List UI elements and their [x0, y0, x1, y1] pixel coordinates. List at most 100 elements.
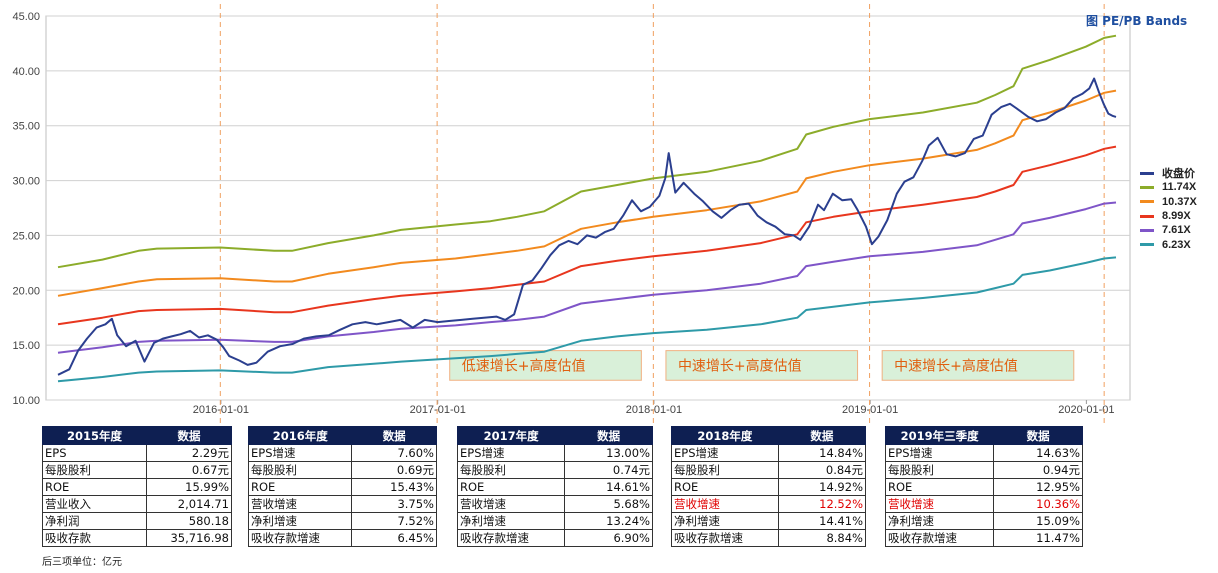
metric-value: 12.52%: [777, 495, 867, 513]
table-row: 每股股利 0.67元: [42, 461, 233, 479]
financial-table: 2015年度 数据 EPS 2.29元 每股股利 0.67元 ROE 15.99% 营业收入 2,…: [42, 426, 233, 547]
legend-item: 8.99X: [1140, 209, 1197, 223]
metric-label: EPS增速: [884, 444, 995, 462]
metric-value: 0.84元: [777, 461, 867, 479]
metric-label: 吸收存款: [42, 529, 147, 547]
table-row: 营收增速 5.68%: [456, 495, 653, 513]
metric-label: 营收增速: [671, 495, 779, 513]
metric-value: 8.84%: [777, 529, 867, 547]
financial-table: 2019年三季度 数据 EPS增速 14.63% 每股股利 0.94元 ROE 12.95% 营…: [884, 426, 1083, 547]
metric-value: 15.09%: [993, 512, 1083, 530]
y-tick-label: 45.00: [12, 11, 40, 23]
legend-swatch: [1140, 228, 1154, 232]
metric-label: 净利增速: [456, 512, 566, 530]
annotation-label: 低速增长+高度估值: [462, 357, 586, 374]
metric-label: ROE: [42, 478, 147, 496]
legend-label: 8.99X: [1162, 210, 1191, 223]
x-tick-label: 2016-01-01: [193, 404, 249, 416]
legend-item: 收盘价: [1140, 166, 1197, 180]
table-row: 净利润 580.18: [42, 512, 233, 530]
metric-value: 6.90%: [564, 529, 653, 547]
x-tick-label: 2017-01-01: [410, 404, 466, 416]
y-tick-label: 20.00: [12, 285, 40, 297]
legend-label: 6.23X: [1162, 238, 1191, 251]
metric-value: 12.95%: [993, 478, 1083, 496]
table-row: 净利增速 13.24%: [456, 512, 653, 530]
legend-label: 7.61X: [1162, 224, 1191, 237]
metric-label: EPS: [42, 444, 147, 462]
series-line: [57, 34, 1117, 269]
metric-label: 每股股利: [42, 461, 147, 479]
metric-value: 2.29元: [145, 444, 233, 462]
legend-swatch: [1140, 200, 1154, 204]
metric-label: 净利增速: [671, 512, 779, 530]
metric-value: 14.92%: [777, 478, 867, 496]
metric-label: 吸收存款增速: [671, 529, 779, 547]
legend-swatch: [1140, 185, 1154, 189]
series-line: [57, 256, 1117, 383]
table-row: 营收增速 10.36%: [884, 495, 1083, 513]
table-row: ROE 15.99%: [42, 478, 233, 496]
metric-value: 7.60%: [351, 444, 437, 462]
table-row: EPS增速 13.00%: [456, 444, 653, 462]
metric-value: 5.68%: [564, 495, 653, 513]
table-header-data: 数据: [564, 426, 653, 445]
table-header-data: 数据: [145, 426, 233, 445]
legend-item: 6.23X: [1140, 237, 1197, 251]
chart-legend: 收盘价 11.74X 10.37X 8.99X 7.61X 6.23X: [1140, 166, 1197, 252]
metric-value: 0.94元: [993, 461, 1083, 479]
metric-label: EPS增速: [456, 444, 566, 462]
table-row: 每股股利 0.74元: [456, 461, 653, 479]
metric-label: ROE: [456, 478, 566, 496]
metric-value: 15.43%: [351, 478, 437, 496]
table-row: 每股股利 0.84元: [671, 461, 867, 479]
metric-label: 营收增速: [247, 495, 353, 513]
table-row: ROE 15.43%: [247, 478, 437, 496]
metric-label: 每股股利: [247, 461, 353, 479]
metric-value: 580.18: [145, 512, 233, 530]
table-row: 每股股利 0.94元: [884, 461, 1083, 479]
y-tick-label: 35.00: [12, 121, 40, 133]
metric-value: 14.84%: [777, 444, 867, 462]
legend-swatch: [1140, 214, 1154, 218]
table-header-year: 2018年度: [671, 426, 779, 445]
metric-value: 13.24%: [564, 512, 653, 530]
metric-label: EPS增速: [671, 444, 779, 462]
y-tick-label: 30.00: [12, 176, 40, 188]
metric-value: 3.75%: [351, 495, 437, 513]
series-line: [57, 89, 1117, 297]
metric-label: 每股股利: [884, 461, 995, 479]
table-row: 吸收存款增速 6.90%: [456, 529, 653, 547]
table-row: 净利增速 14.41%: [671, 512, 867, 530]
legend-item: 7.61X: [1140, 223, 1197, 237]
table-row: EPS增速 7.60%: [247, 444, 437, 462]
metric-label: 净利润: [42, 512, 147, 530]
metric-label: 营收增速: [456, 495, 566, 513]
legend-label: 11.74X: [1162, 181, 1197, 194]
legend-swatch: [1140, 171, 1154, 175]
table-header-year: 2017年度: [456, 426, 566, 445]
metric-label: 吸收存款增速: [456, 529, 566, 547]
series-line: [57, 77, 1117, 376]
table-row: 吸收存款增速 6.45%: [247, 529, 437, 547]
table-row: 吸收存款增速 11.47%: [884, 529, 1083, 547]
table-row: 营业收入 2,014.71: [42, 495, 233, 513]
table-header-year: 2016年度: [247, 426, 353, 445]
table-row: 营收增速 3.75%: [247, 495, 437, 513]
table-row: EPS 2.29元: [42, 444, 233, 462]
chart-title: 图 PE/PB Bands: [1086, 14, 1188, 28]
table-row: 营收增速 12.52%: [671, 495, 867, 513]
plot-area: [45, 15, 1131, 401]
metric-label: ROE: [884, 478, 995, 496]
metric-value: 0.69元: [351, 461, 437, 479]
metric-label: 营收增速: [884, 495, 995, 513]
table-row: 吸收存款 35,716.98: [42, 529, 233, 547]
table-row: ROE 12.95%: [884, 478, 1083, 496]
metric-label: ROE: [671, 478, 779, 496]
table-header-data: 数据: [993, 426, 1083, 445]
legend-label: 10.37X: [1162, 195, 1197, 208]
metric-label: 吸收存款增速: [884, 529, 995, 547]
legend-label: 收盘价: [1162, 168, 1195, 181]
financial-table: 2016年度 数据 EPS增速 7.60% 每股股利 0.69元 ROE 15.43% 营收增速…: [247, 426, 437, 547]
metric-value: 15.99%: [145, 478, 233, 496]
